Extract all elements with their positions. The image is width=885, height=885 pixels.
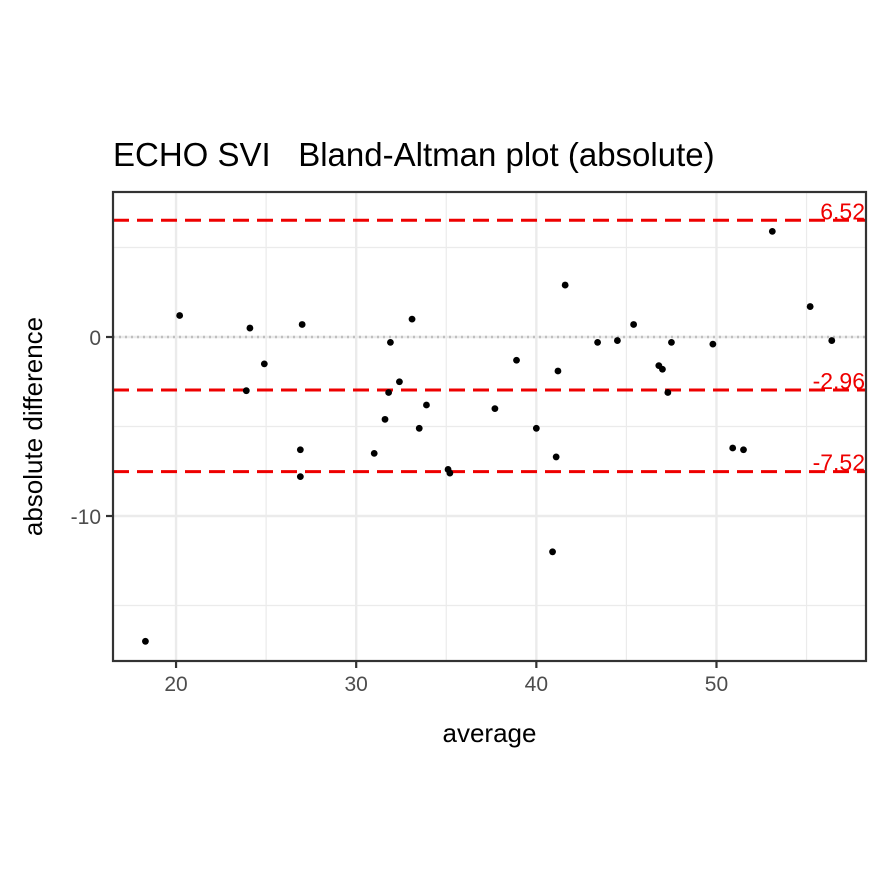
y-axis-title: absolute difference	[18, 317, 48, 536]
data-point	[552, 453, 560, 461]
data-point	[176, 312, 184, 319]
data-point	[260, 360, 268, 368]
y-tick-label: 0	[89, 327, 101, 350]
reference-labels: 6.52 -2.96 -7.52	[813, 198, 865, 475]
data-point	[709, 340, 717, 348]
reference-label: -2.96	[813, 368, 865, 394]
data-point	[423, 401, 430, 409]
data-point	[446, 469, 454, 477]
data-point	[768, 227, 776, 235]
data-point	[729, 444, 737, 452]
reference-label: -7.52	[813, 450, 865, 476]
data-point	[246, 324, 254, 332]
data-point	[532, 424, 540, 432]
data-point	[664, 389, 672, 396]
data-point	[298, 321, 306, 328]
x-tick-label: 30	[345, 673, 368, 696]
data-point	[415, 424, 423, 432]
plot-border	[111, 190, 868, 663]
data-point	[828, 337, 836, 344]
data-point	[296, 473, 304, 481]
reference-label: 6.52	[820, 198, 865, 224]
data-point	[806, 303, 814, 310]
chart-title: ECHO SVI Bland-Altman plot (absolute)	[113, 136, 715, 173]
reference-lines	[113, 218, 866, 474]
data-point	[554, 367, 562, 375]
data-point	[740, 446, 747, 454]
data-point	[549, 548, 556, 556]
data-point	[385, 389, 393, 396]
data-point	[614, 337, 621, 344]
data-point	[630, 321, 638, 328]
data-point	[296, 446, 304, 454]
data-point	[381, 415, 389, 423]
data-point	[668, 338, 675, 346]
data-point	[491, 405, 499, 412]
x-axis-title: average	[443, 718, 537, 748]
x-tick-label: 50	[705, 673, 728, 696]
data-point	[370, 449, 378, 457]
y-axis-ticks: 0 -10	[71, 327, 113, 529]
x-axis-ticks: 20 30 40 50	[164, 661, 728, 696]
data-point	[513, 356, 520, 364]
y-tick-label: -10	[71, 506, 101, 529]
data-point	[387, 338, 394, 346]
data-point	[242, 387, 250, 395]
data-point	[561, 281, 569, 289]
data-point	[594, 338, 601, 346]
data-point	[142, 637, 149, 645]
data-point	[408, 315, 416, 323]
x-tick-label: 40	[525, 673, 548, 696]
data-point	[396, 378, 403, 386]
data-point	[659, 365, 666, 373]
data-points	[142, 227, 836, 645]
x-tick-label: 20	[164, 673, 187, 696]
